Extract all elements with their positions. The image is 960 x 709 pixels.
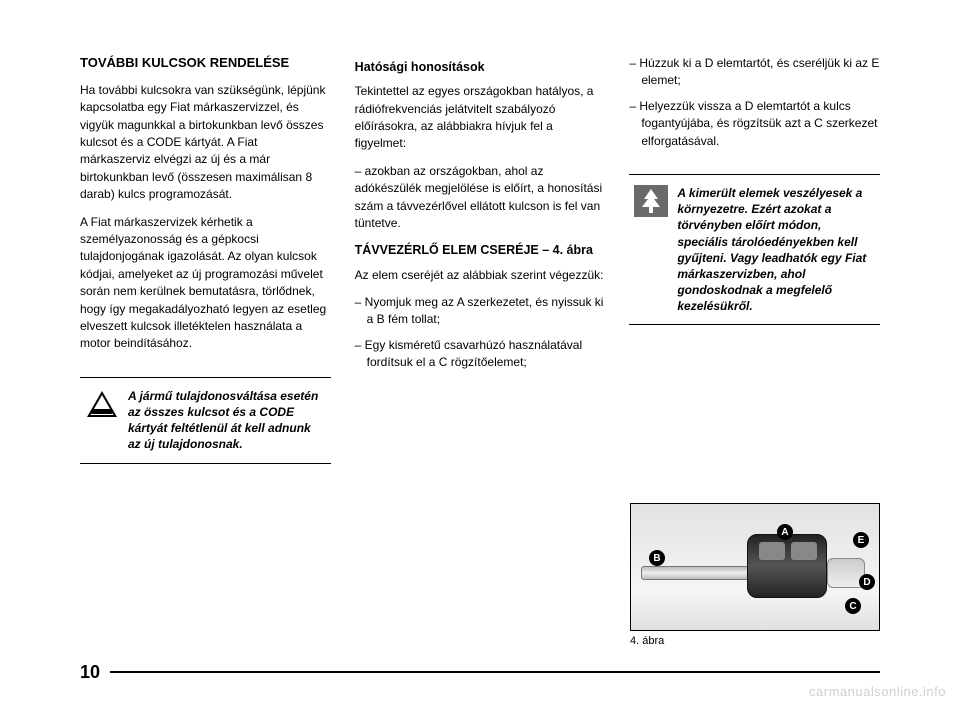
key-button-shape <box>759 542 785 560</box>
figure-label-c: C <box>845 598 861 614</box>
figure-4: F0X0004m A B C D E 4. ábra <box>630 503 880 647</box>
heading-additional-keys: TOVÁBBI KULCSOK RENDELÉSE <box>80 55 331 72</box>
page-number: 10 <box>80 662 100 683</box>
paragraph: A Fiat márkaszervizek kérhetik a személy… <box>80 214 331 353</box>
callout-text: A kimerült elemek veszélyesek a környeze… <box>677 185 874 315</box>
callout-text: A jármű tulajdonosváltása esetén az össz… <box>128 388 325 453</box>
subheading-approvals: Hatósági honosítások <box>355 59 606 75</box>
page-content: TOVÁBBI KULCSOK RENDELÉSE Ha további kul… <box>0 0 960 494</box>
column-3: – Húzzuk ki a D elemtartót, és cseréljük… <box>629 55 880 464</box>
list-item: – Helyezzük vissza a D elemtartót a kulc… <box>629 98 880 150</box>
figure-image-key: F0X0004m A B C D E <box>630 503 880 631</box>
bottom-rule <box>110 671 880 673</box>
watermark-text: carmanualsonline.info <box>809 684 946 699</box>
paragraph: Az elem cseréjét az alábbiak szerint vég… <box>355 267 606 284</box>
column-2: Hatósági honosítások Tekintettel az egye… <box>355 55 606 464</box>
paragraph: Tekintettel az egyes országokban hatályo… <box>355 83 606 153</box>
subheading-battery-replace: TÁVVEZÉRLŐ ELEM CSERÉJE – 4. ábra <box>355 242 606 258</box>
figure-label-e: E <box>853 532 869 548</box>
key-blade-shape <box>641 566 751 580</box>
figure-label-a: A <box>777 524 793 540</box>
list-item: – Nyomjuk meg az A szerkezetet, és nyiss… <box>355 294 606 329</box>
list-item: – Egy kisméretű csavarhúzó használatával… <box>355 337 606 372</box>
warning-triangle-icon <box>84 388 120 420</box>
list-item: – Húzzuk ki a D elemtartót, és cseréljük… <box>629 55 880 90</box>
eco-callout-battery-disposal: A kimerült elemek veszélyesek a környeze… <box>629 174 880 326</box>
warning-callout-ownership: A jármű tulajdonosváltása esetén az össz… <box>80 377 331 464</box>
column-1: TOVÁBBI KULCSOK RENDELÉSE Ha további kul… <box>80 55 331 464</box>
figure-caption: 4. ábra <box>630 635 880 647</box>
paragraph: Ha további kulcsokra van szükségünk, lép… <box>80 82 331 204</box>
key-button-shape <box>791 542 817 560</box>
paragraph: – azokban az országokban, ahol az adókés… <box>355 163 606 233</box>
tree-eco-icon <box>633 185 669 217</box>
figure-label-b: B <box>649 550 665 566</box>
figure-label-d: D <box>859 574 875 590</box>
